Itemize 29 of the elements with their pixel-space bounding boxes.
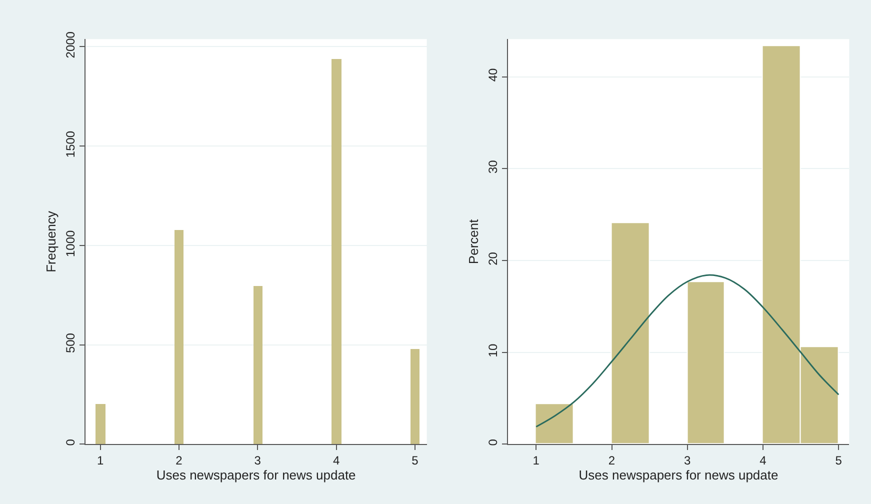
x-tick-label: 2: [176, 454, 183, 468]
x-tick-label: 3: [254, 454, 262, 468]
y-tick-label: 40: [486, 68, 500, 82]
x-axis-title: Uses newspapers for news update: [156, 468, 356, 483]
x-tick-label: 5: [835, 454, 842, 468]
y-tick-label: 10: [486, 344, 500, 358]
x-tick-label: 1: [96, 454, 104, 468]
x-tick-label: 2: [608, 454, 616, 468]
bar: [253, 286, 262, 444]
bar: [331, 59, 342, 444]
x-tick-label: 1: [532, 454, 540, 468]
bar: [410, 349, 420, 444]
bar: [174, 230, 184, 444]
y-tick-label: 0: [486, 438, 500, 446]
y-axis-title: Frequency: [44, 210, 59, 272]
x-tick-label: 3: [684, 454, 692, 468]
bar: [95, 404, 106, 444]
y-tick-label: 30: [486, 160, 500, 174]
y-tick-label: 1000: [64, 230, 78, 257]
x-tick-label: 5: [412, 454, 419, 468]
y-tick-label: 2000: [64, 31, 78, 58]
y-tick-label: 0: [64, 438, 78, 446]
y-tick-label: 1500: [64, 130, 78, 158]
y-axis-title: Percent: [466, 218, 481, 264]
x-axis-title: Uses newspapers for news update: [578, 468, 778, 483]
x-tick-label: 4: [760, 454, 767, 468]
y-tick-label: 20: [486, 252, 500, 266]
x-tick-label: 4: [332, 454, 340, 468]
y-tick-label: 500: [64, 332, 78, 354]
